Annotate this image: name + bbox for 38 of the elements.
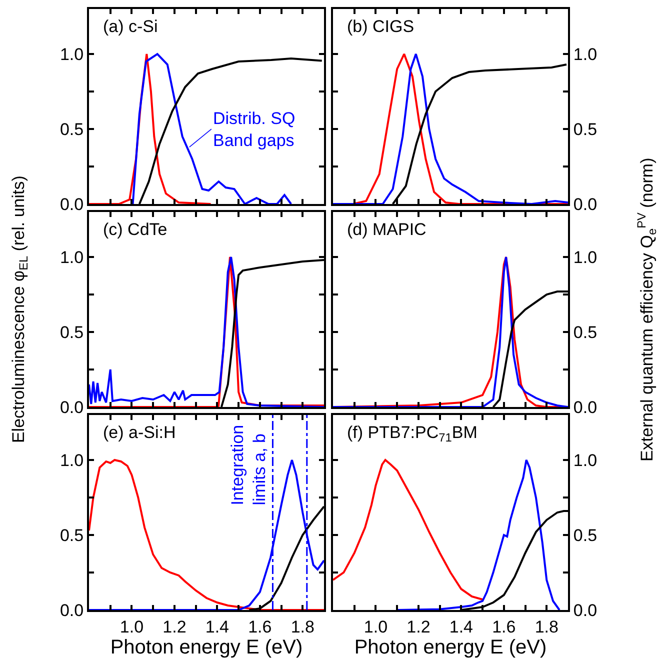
y-tick-label: 1.0 (60, 248, 84, 267)
y-tick-label: 0.5 (60, 526, 84, 545)
y-tick-label: 0.0 (573, 600, 598, 620)
y-tick-label: 0.5 (573, 322, 598, 342)
annotation: Integration limits a, b (228, 424, 270, 506)
x-tick-label: 1.4 (449, 617, 473, 636)
text: (f) PTB7:PC$_{71}$BM (347, 423, 478, 445)
y-tick-label: 1.0 (573, 450, 598, 470)
x-tick-label: 1.0 (364, 617, 388, 636)
y-tick-label: 1.0 (573, 44, 598, 64)
text: (b) CIGS (347, 17, 414, 36)
x-tick-label: 1.8 (290, 617, 314, 636)
x-tick-label: 1.6 (492, 617, 516, 636)
x-tick-label: 1.4 (205, 617, 229, 636)
text: (e) a-Si:H (103, 423, 176, 442)
x-tick-label: 1.8 (534, 617, 558, 636)
y-tick-label: 0.5 (573, 526, 598, 545)
y-tick-label: 0.5 (60, 120, 84, 139)
x-axis-title: Photon energy E (eV) (354, 636, 547, 658)
x-tick-label: 1.6 (248, 617, 272, 636)
y-tick-label: 0.0 (60, 194, 84, 214)
y-tick-label: 1.0 (60, 450, 84, 470)
x-tick-label: 1.2 (162, 617, 186, 636)
text: (c) CdTe (103, 220, 168, 239)
y-tick-label: 0.0 (573, 398, 598, 417)
x-tick-label: 1.0 (120, 617, 144, 636)
y-tick-label: 0.5 (573, 120, 598, 139)
y-tick-label: 0.0 (60, 600, 84, 620)
text: (a) c-Si (103, 17, 158, 36)
y-tick-label: 1.0 (60, 44, 84, 64)
annotation: Distrib. SQ Band gaps (213, 109, 296, 150)
text: (d) MAPIC (347, 220, 426, 239)
y-tick-label: 0.0 (573, 194, 598, 214)
y-tick-label: 0.5 (60, 322, 84, 342)
x-tick-label: 1.2 (406, 617, 430, 636)
y-tick-label: 0.0 (60, 398, 84, 417)
x-axis-title: Photon energy E (eV) (110, 636, 303, 658)
y-tick-label: 1.0 (573, 248, 598, 267)
